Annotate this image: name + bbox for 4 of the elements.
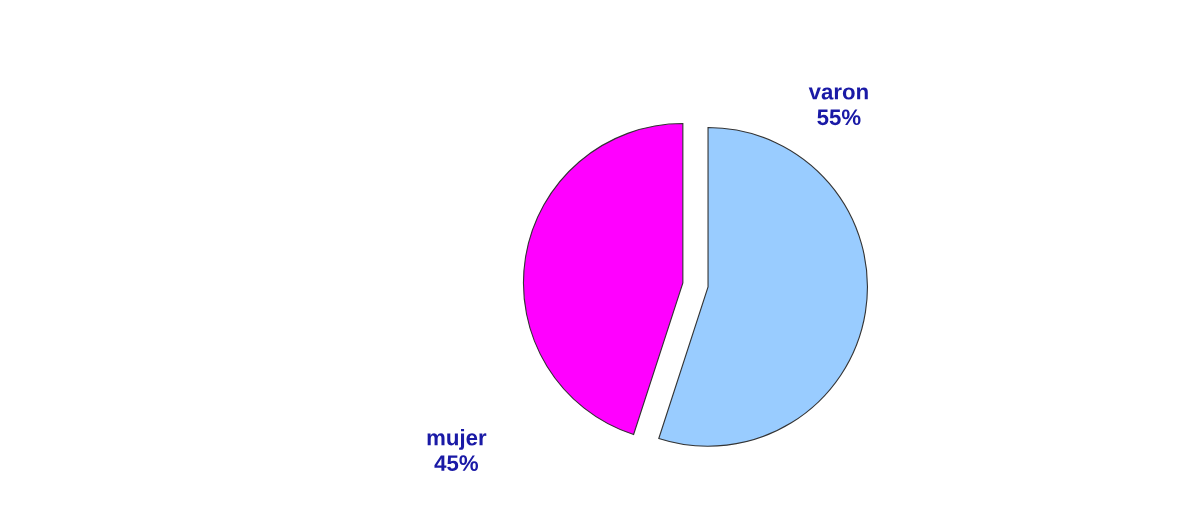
data-label: 45% — [434, 455, 479, 471]
slice-label: mujer — [427, 429, 487, 450]
slice-label: varon — [808, 87, 868, 100]
data-label: 55% — [817, 109, 861, 126]
